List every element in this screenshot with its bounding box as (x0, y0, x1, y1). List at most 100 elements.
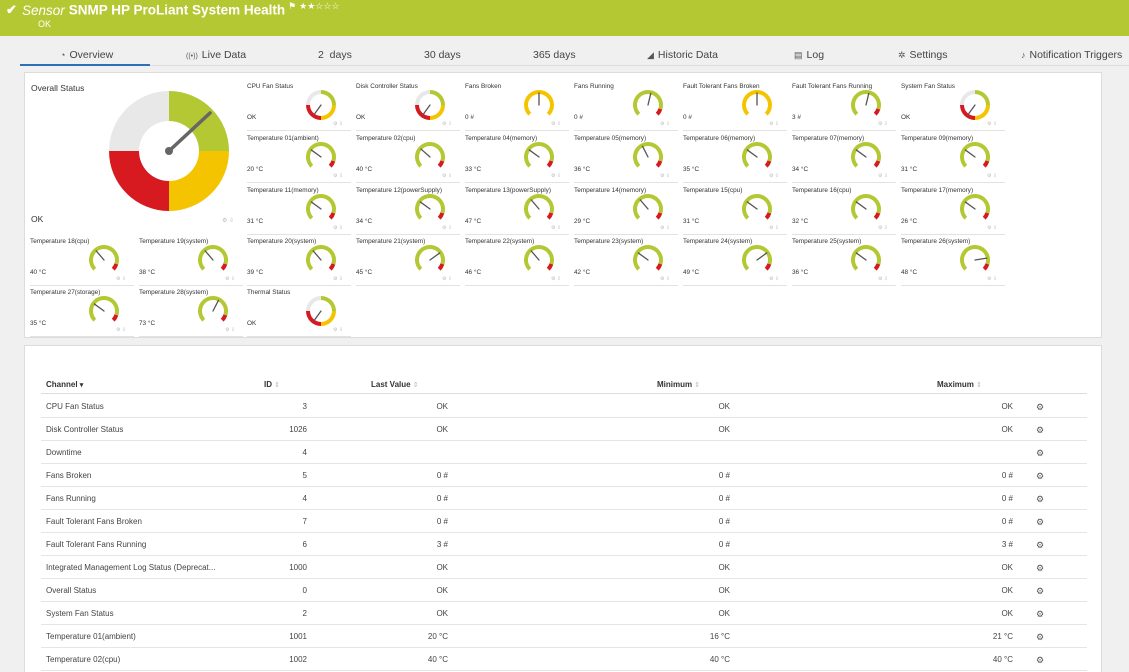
gauge-cell[interactable]: Temperature 07(memory) 34 °C ⚙ ⇩ (792, 135, 896, 183)
gauge-cell[interactable]: Temperature 23(system) 42 °C ⚙ ⇩ (574, 238, 678, 286)
table-row[interactable]: Fans Broken 5 0 # 0 # 0 # ⚙ (41, 464, 1087, 487)
tab-historic-data[interactable]: ◢ Historic Data (647, 49, 718, 61)
gauge-options-icon[interactable]: ⚙ ⇩ (987, 276, 998, 282)
channel-settings-icon[interactable]: ⚙ (1036, 517, 1045, 527)
column-header-id[interactable]: ID ⇕ (264, 380, 280, 389)
gauge-cell[interactable]: Fans Running 0 # ⚙ ⇩ (574, 83, 678, 131)
gauge-options-icon[interactable]: ⚙ ⇩ (222, 218, 235, 224)
gauge-cell[interactable]: Temperature 02(cpu) 40 °C ⚙ ⇩ (356, 135, 460, 183)
channel-settings-icon[interactable]: ⚙ (1036, 448, 1045, 458)
gauge-options-icon[interactable]: ⚙ ⇩ (442, 173, 453, 179)
gauge-cell[interactable]: Temperature 16(cpu) 32 °C ⚙ ⇩ (792, 187, 896, 235)
table-row[interactable]: CPU Fan Status 3 OK OK OK ⚙ (41, 395, 1087, 418)
gauge-options-icon[interactable]: ⚙ ⇩ (333, 173, 344, 179)
flag-icon[interactable]: ⚑ (288, 1, 297, 11)
gauge-options-icon[interactable]: ⚙ ⇩ (878, 121, 889, 127)
gauge-options-icon[interactable]: ⚙ ⇩ (333, 327, 344, 333)
table-row[interactable]: Downtime 4 ⚙ (41, 441, 1087, 464)
tab-2-days[interactable]: 2 days (318, 49, 352, 61)
table-row[interactable]: Fans Running 4 0 # 0 # 0 # ⚙ (41, 487, 1087, 510)
gauge-cell[interactable]: Temperature 01(ambient) 20 °C ⚙ ⇩ (247, 135, 351, 183)
gauge-cell[interactable]: Temperature 21(system) 45 °C ⚙ ⇩ (356, 238, 460, 286)
gauge-cell[interactable]: Temperature 25(system) 36 °C ⚙ ⇩ (792, 238, 896, 286)
gauge-cell[interactable]: Temperature 19(system) 38 °C ⚙ ⇩ (139, 238, 243, 286)
gauge-options-icon[interactable]: ⚙ ⇩ (333, 121, 344, 127)
gauge-cell[interactable]: Temperature 12(powerSupply) 34 °C ⚙ ⇩ (356, 187, 460, 235)
table-row[interactable]: Temperature 02(cpu) 1002 40 °C 40 °C 40 °C ⚙ (41, 648, 1087, 671)
channel-settings-icon[interactable]: ⚙ (1036, 609, 1045, 619)
gauge-options-icon[interactable]: ⚙ ⇩ (878, 276, 889, 282)
table-row[interactable]: System Fan Status 2 OK OK OK ⚙ (41, 602, 1087, 625)
gauge-options-icon[interactable]: ⚙ ⇩ (878, 173, 889, 179)
gauge-options-icon[interactable]: ⚙ ⇩ (333, 225, 344, 231)
column-header-channel[interactable]: Channel ▾ (46, 380, 83, 389)
gauge-cell[interactable]: Temperature 11(memory) 31 °C ⚙ ⇩ (247, 187, 351, 235)
gauge-cell[interactable]: CPU Fan Status OK ⚙ ⇩ (247, 83, 351, 131)
gauge-options-icon[interactable]: ⚙ ⇩ (660, 121, 671, 127)
table-row[interactable]: Overall Status 0 OK OK OK ⚙ (41, 579, 1087, 602)
gauge-options-icon[interactable]: ⚙ ⇩ (551, 121, 562, 127)
table-row[interactable]: Fault Tolerant Fans Running 6 3 # 0 # 3 # ⚙ (41, 533, 1087, 556)
gauge-cell[interactable]: Temperature 18(cpu) 40 °C ⚙ ⇩ (30, 238, 134, 286)
column-header-minimum[interactable]: Minimum ⇕ (657, 380, 700, 389)
gauge-options-icon[interactable]: ⚙ ⇩ (660, 173, 671, 179)
gauge-options-icon[interactable]: ⚙ ⇩ (442, 276, 453, 282)
table-row[interactable]: Temperature 01(ambient) 1001 20 °C 16 °C 21 … (41, 625, 1087, 648)
gauge-cell[interactable]: Temperature 04(memory) 33 °C ⚙ ⇩ (465, 135, 569, 183)
gauge-cell[interactable]: Fault Tolerant Fans Running 3 # ⚙ ⇩ (792, 83, 896, 131)
gauge-options-icon[interactable]: ⚙ ⇩ (116, 276, 127, 282)
gauge-options-icon[interactable]: ⚙ ⇩ (442, 121, 453, 127)
channel-settings-icon[interactable]: ⚙ (1036, 632, 1045, 642)
gauge-options-icon[interactable]: ⚙ ⇩ (225, 327, 236, 333)
gauge-cell[interactable]: Temperature 15(cpu) 31 °C ⚙ ⇩ (683, 187, 787, 235)
gauge-cell[interactable]: Fault Tolerant Fans Broken 0 # ⚙ ⇩ (683, 83, 787, 131)
gauge-cell[interactable]: Temperature 14(memory) 29 °C ⚙ ⇩ (574, 187, 678, 235)
gauge-cell[interactable]: Disk Controller Status OK ⚙ ⇩ (356, 83, 460, 131)
channel-settings-icon[interactable]: ⚙ (1036, 655, 1045, 665)
channel-settings-icon[interactable]: ⚙ (1036, 586, 1045, 596)
gauge-cell[interactable]: Temperature 22(system) 46 °C ⚙ ⇩ (465, 238, 569, 286)
overall-status-gauge[interactable] (109, 91, 229, 211)
gauge-cell[interactable]: System Fan Status OK ⚙ ⇩ (901, 83, 1005, 131)
column-header-last-value[interactable]: Last Value ⇕ (371, 380, 418, 389)
column-header-maximum[interactable]: Maximum ⇕ (937, 380, 982, 389)
gauge-cell[interactable]: Temperature 28(system) 73 °C ⚙ ⇩ (139, 289, 243, 337)
table-row[interactable]: Fault Tolerant Fans Broken 7 0 # 0 # 0 # ⚙ (41, 510, 1087, 533)
gauge-options-icon[interactable]: ⚙ ⇩ (116, 327, 127, 333)
priority-stars[interactable]: ★★☆☆☆ (299, 1, 340, 11)
gauge-options-icon[interactable]: ⚙ ⇩ (660, 225, 671, 231)
gauge-options-icon[interactable]: ⚙ ⇩ (987, 121, 998, 127)
gauge-cell[interactable]: Temperature 27(storage) 35 °C ⚙ ⇩ (30, 289, 134, 337)
gauge-options-icon[interactable]: ⚙ ⇩ (551, 225, 562, 231)
gauge-cell[interactable]: Thermal Status OK ⚙ ⇩ (247, 289, 351, 337)
gauge-options-icon[interactable]: ⚙ ⇩ (769, 173, 780, 179)
channel-settings-icon[interactable]: ⚙ (1036, 402, 1045, 412)
gauge-cell[interactable]: Temperature 09(memory) 31 °C ⚙ ⇩ (901, 135, 1005, 183)
gauge-options-icon[interactable]: ⚙ ⇩ (333, 276, 344, 282)
channel-settings-icon[interactable]: ⚙ (1036, 563, 1045, 573)
table-row[interactable]: Integrated Management Log Status (Deprec… (41, 556, 1087, 579)
gauge-options-icon[interactable]: ⚙ ⇩ (225, 276, 236, 282)
gauge-options-icon[interactable]: ⚙ ⇩ (769, 121, 780, 127)
gauge-options-icon[interactable]: ⚙ ⇩ (442, 225, 453, 231)
tab-notification-triggers[interactable]: ♪ Notification Triggers (1021, 49, 1122, 61)
gauge-cell[interactable]: Temperature 26(system) 48 °C ⚙ ⇩ (901, 238, 1005, 286)
gauge-options-icon[interactable]: ⚙ ⇩ (551, 276, 562, 282)
channel-settings-icon[interactable]: ⚙ (1036, 471, 1045, 481)
gauge-cell[interactable]: Temperature 05(memory) 36 °C ⚙ ⇩ (574, 135, 678, 183)
gauge-cell[interactable]: Fans Broken 0 # ⚙ ⇩ (465, 83, 569, 131)
channel-settings-icon[interactable]: ⚙ (1036, 425, 1045, 435)
channel-settings-icon[interactable]: ⚙ (1036, 494, 1045, 504)
gauge-cell[interactable]: Temperature 20(system) 39 °C ⚙ ⇩ (247, 238, 351, 286)
gauge-cell[interactable]: Temperature 17(memory) 26 °C ⚙ ⇩ (901, 187, 1005, 235)
tab-overview[interactable]: ◔ Overview (60, 49, 113, 61)
tab-log[interactable]: ▤ Log (794, 49, 824, 61)
table-row[interactable]: Disk Controller Status 1026 OK OK OK ⚙ (41, 418, 1087, 441)
gauge-options-icon[interactable]: ⚙ ⇩ (660, 276, 671, 282)
tab-365-days[interactable]: 365 days (533, 49, 576, 61)
gauge-cell[interactable]: Temperature 24(system) 49 °C ⚙ ⇩ (683, 238, 787, 286)
gauge-options-icon[interactable]: ⚙ ⇩ (987, 225, 998, 231)
gauge-options-icon[interactable]: ⚙ ⇩ (987, 173, 998, 179)
channel-settings-icon[interactable]: ⚙ (1036, 540, 1045, 550)
gauge-options-icon[interactable]: ⚙ ⇩ (769, 225, 780, 231)
